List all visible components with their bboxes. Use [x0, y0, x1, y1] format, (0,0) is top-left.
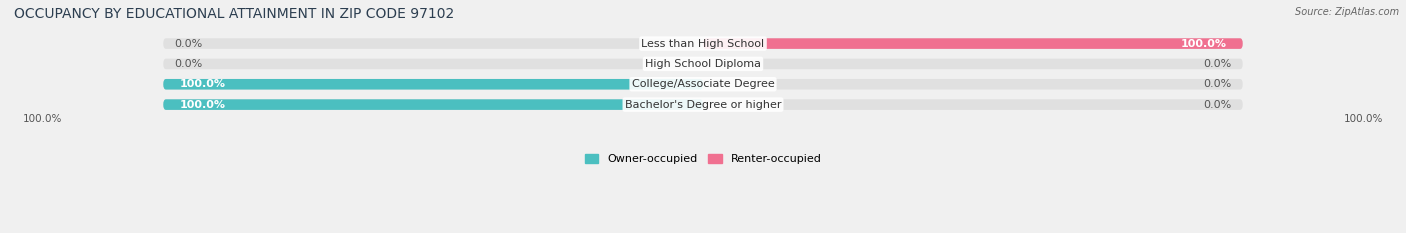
- Text: OCCUPANCY BY EDUCATIONAL ATTAINMENT IN ZIP CODE 97102: OCCUPANCY BY EDUCATIONAL ATTAINMENT IN Z…: [14, 7, 454, 21]
- Text: Source: ZipAtlas.com: Source: ZipAtlas.com: [1295, 7, 1399, 17]
- Text: Less than High School: Less than High School: [641, 39, 765, 49]
- Text: 0.0%: 0.0%: [1204, 59, 1232, 69]
- FancyBboxPatch shape: [163, 99, 1243, 110]
- FancyBboxPatch shape: [163, 79, 1243, 89]
- Text: 100.0%: 100.0%: [180, 79, 225, 89]
- Text: 0.0%: 0.0%: [1204, 79, 1232, 89]
- FancyBboxPatch shape: [163, 59, 1243, 69]
- Text: 100.0%: 100.0%: [22, 114, 62, 124]
- FancyBboxPatch shape: [163, 99, 703, 110]
- FancyBboxPatch shape: [163, 79, 703, 89]
- FancyBboxPatch shape: [703, 38, 1243, 49]
- Text: 100.0%: 100.0%: [1181, 39, 1226, 49]
- Text: Bachelor's Degree or higher: Bachelor's Degree or higher: [624, 99, 782, 110]
- Text: 0.0%: 0.0%: [174, 59, 202, 69]
- Text: High School Diploma: High School Diploma: [645, 59, 761, 69]
- FancyBboxPatch shape: [163, 38, 1243, 49]
- Text: 100.0%: 100.0%: [180, 99, 225, 110]
- Legend: Owner-occupied, Renter-occupied: Owner-occupied, Renter-occupied: [585, 154, 821, 164]
- Text: 0.0%: 0.0%: [174, 39, 202, 49]
- Text: College/Associate Degree: College/Associate Degree: [631, 79, 775, 89]
- Text: 0.0%: 0.0%: [1204, 99, 1232, 110]
- Text: 100.0%: 100.0%: [1344, 114, 1384, 124]
